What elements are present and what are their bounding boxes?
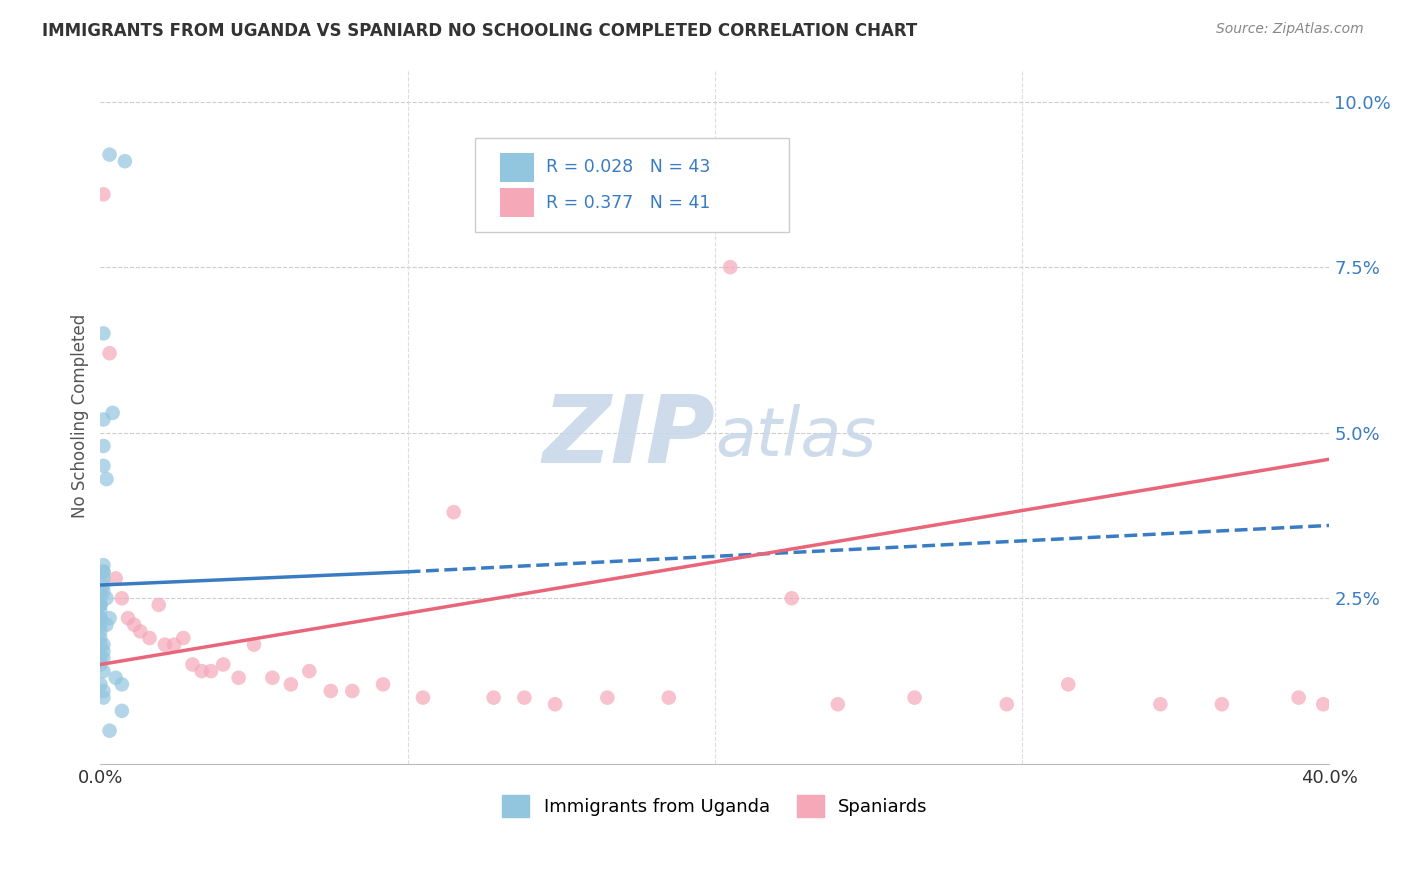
Immigrants from Uganda: [93, 565, 115, 579]
Immigrants from Uganda: [93, 558, 115, 573]
Spaniards: [903, 690, 925, 705]
Immigrants from Uganda: [89, 605, 111, 619]
Spaniards: [1149, 697, 1171, 711]
Spaniards: [181, 657, 204, 672]
Immigrants from Uganda: [111, 677, 134, 691]
Spaniards: [172, 631, 194, 645]
Bar: [499, 188, 534, 217]
Immigrants from Uganda: [89, 631, 111, 645]
Spaniards: [200, 664, 222, 678]
Spaniards: [163, 638, 186, 652]
Immigrants from Uganda: [93, 578, 115, 592]
Spaniards: [1288, 690, 1310, 705]
Immigrants from Uganda: [93, 412, 115, 426]
Spaniards: [122, 617, 145, 632]
Text: atlas: atlas: [714, 404, 876, 470]
Text: Source: ZipAtlas.com: Source: ZipAtlas.com: [1216, 22, 1364, 37]
Spaniards: [1057, 677, 1080, 691]
Immigrants from Uganda: [89, 677, 111, 691]
Spaniards: [212, 657, 235, 672]
Immigrants from Uganda: [93, 644, 115, 658]
Spaniards: [718, 260, 741, 275]
Spaniards: [129, 624, 152, 639]
Immigrants from Uganda: [89, 591, 111, 606]
Spaniards: [482, 690, 505, 705]
Spaniards: [280, 677, 302, 691]
Immigrants from Uganda: [89, 611, 111, 625]
Immigrants from Uganda: [98, 611, 121, 625]
Spaniards: [262, 671, 284, 685]
Spaniards: [153, 638, 176, 652]
Spaniards: [513, 690, 536, 705]
Immigrants from Uganda: [93, 571, 115, 585]
Immigrants from Uganda: [93, 584, 115, 599]
Spaniards: [117, 611, 139, 625]
Immigrants from Uganda: [93, 684, 115, 698]
Immigrants from Uganda: [89, 624, 111, 639]
Spaniards: [1312, 697, 1334, 711]
Spaniards: [995, 697, 1018, 711]
Spaniards: [342, 684, 364, 698]
Spaniards: [596, 690, 619, 705]
Immigrants from Uganda: [111, 704, 134, 718]
Spaniards: [827, 697, 849, 711]
Immigrants from Uganda: [96, 472, 118, 486]
Bar: [499, 153, 534, 182]
Immigrants from Uganda: [89, 617, 111, 632]
Immigrants from Uganda: [96, 591, 118, 606]
Immigrants from Uganda: [89, 598, 111, 612]
Immigrants from Uganda: [89, 584, 111, 599]
Immigrants from Uganda: [114, 154, 136, 169]
Immigrants from Uganda: [98, 723, 121, 738]
Spaniards: [319, 684, 342, 698]
Spaniards: [1211, 697, 1233, 711]
Spaniards: [298, 664, 321, 678]
Immigrants from Uganda: [93, 651, 115, 665]
Immigrants from Uganda: [98, 147, 121, 161]
Spaniards: [443, 505, 465, 519]
Immigrants from Uganda: [93, 664, 115, 678]
Immigrants from Uganda: [93, 565, 115, 579]
Text: ZIP: ZIP: [541, 391, 714, 483]
Immigrants from Uganda: [89, 598, 111, 612]
Immigrants from Uganda: [93, 326, 115, 341]
Immigrants from Uganda: [89, 651, 111, 665]
Text: R = 0.028   N = 43: R = 0.028 N = 43: [547, 159, 711, 177]
Spaniards: [544, 697, 567, 711]
Immigrants from Uganda: [89, 584, 111, 599]
Spaniards: [138, 631, 160, 645]
Spaniards: [228, 671, 250, 685]
Immigrants from Uganda: [93, 458, 115, 473]
Immigrants from Uganda: [93, 690, 115, 705]
Immigrants from Uganda: [93, 439, 115, 453]
Immigrants from Uganda: [104, 671, 127, 685]
Spaniards: [658, 690, 681, 705]
Spaniards: [111, 591, 134, 606]
Text: IMMIGRANTS FROM UGANDA VS SPANIARD NO SCHOOLING COMPLETED CORRELATION CHART: IMMIGRANTS FROM UGANDA VS SPANIARD NO SC…: [42, 22, 918, 40]
Spaniards: [780, 591, 803, 606]
Spaniards: [104, 571, 127, 585]
Immigrants from Uganda: [89, 638, 111, 652]
Y-axis label: No Schooling Completed: No Schooling Completed: [72, 314, 89, 518]
Spaniards: [412, 690, 434, 705]
Spaniards: [93, 187, 115, 202]
FancyBboxPatch shape: [475, 138, 789, 232]
Spaniards: [371, 677, 394, 691]
Text: R = 0.377   N = 41: R = 0.377 N = 41: [547, 194, 711, 211]
Immigrants from Uganda: [101, 406, 124, 420]
Spaniards: [190, 664, 212, 678]
Immigrants from Uganda: [96, 617, 118, 632]
Spaniards: [148, 598, 170, 612]
Spaniards: [243, 638, 266, 652]
Immigrants from Uganda: [89, 598, 111, 612]
Immigrants from Uganda: [89, 657, 111, 672]
Spaniards: [98, 346, 121, 360]
Immigrants from Uganda: [93, 638, 115, 652]
Legend: Immigrants from Uganda, Spaniards: Immigrants from Uganda, Spaniards: [495, 788, 935, 824]
Immigrants from Uganda: [89, 611, 111, 625]
